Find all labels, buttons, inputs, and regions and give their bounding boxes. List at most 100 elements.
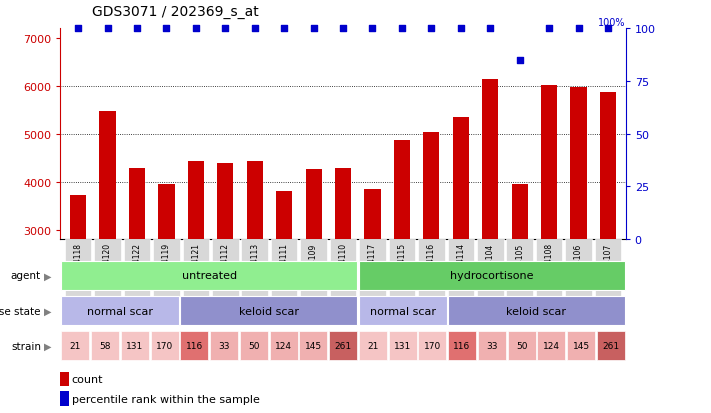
Text: GSM194113: GSM194113	[250, 243, 260, 289]
Point	[485, 26, 496, 32]
Bar	[60, 372, 69, 386]
Bar	[210, 332, 238, 360]
Bar	[180, 297, 358, 325]
Text: GSM194119: GSM194119	[162, 243, 171, 289]
Text: 21: 21	[367, 342, 378, 350]
Point	[602, 26, 614, 32]
Bar	[448, 297, 625, 325]
Bar	[60, 391, 69, 406]
Bar	[477, 240, 503, 304]
Point	[396, 26, 407, 32]
Bar	[359, 240, 386, 304]
Text: 58: 58	[100, 342, 111, 350]
Point	[337, 26, 348, 32]
Bar	[247, 161, 263, 374]
Bar	[61, 332, 90, 360]
Text: 145: 145	[572, 342, 589, 350]
Bar	[153, 240, 180, 304]
Bar	[91, 332, 119, 360]
Bar	[359, 332, 387, 360]
Bar	[567, 332, 595, 360]
Bar	[538, 332, 565, 360]
Text: 131: 131	[126, 342, 144, 350]
Text: GSM194108: GSM194108	[545, 243, 554, 289]
Bar	[188, 162, 204, 374]
Bar	[358, 261, 625, 290]
Text: GSM194105: GSM194105	[515, 243, 524, 289]
Bar	[61, 297, 179, 325]
Text: 50: 50	[515, 342, 528, 350]
Point	[367, 26, 378, 32]
Bar	[299, 332, 327, 360]
Text: 116: 116	[186, 342, 203, 350]
Text: GSM194121: GSM194121	[191, 243, 201, 289]
Text: 145: 145	[305, 342, 322, 350]
Text: GSM194109: GSM194109	[309, 243, 318, 289]
Text: 50: 50	[248, 342, 260, 350]
Bar	[121, 332, 149, 360]
Text: GSM194114: GSM194114	[456, 243, 465, 289]
Bar	[394, 140, 410, 374]
Text: 116: 116	[454, 342, 471, 350]
Point	[308, 26, 319, 32]
Text: 33: 33	[218, 342, 230, 350]
Bar	[306, 169, 321, 374]
Bar	[570, 88, 587, 374]
Text: GDS3071 / 202369_s_at: GDS3071 / 202369_s_at	[92, 5, 260, 19]
Bar	[242, 240, 268, 304]
Bar	[240, 332, 268, 360]
Bar	[129, 168, 145, 374]
Bar	[217, 164, 233, 374]
Bar	[600, 93, 616, 374]
Text: GSM194117: GSM194117	[368, 243, 377, 289]
Bar	[269, 332, 297, 360]
Bar	[124, 240, 150, 304]
Text: GSM194118: GSM194118	[74, 243, 82, 289]
Bar	[453, 118, 469, 374]
Point	[455, 26, 466, 32]
Bar	[181, 332, 208, 360]
Text: ▶: ▶	[44, 341, 52, 351]
Text: GSM194115: GSM194115	[397, 243, 407, 289]
Bar	[448, 332, 476, 360]
Point	[279, 26, 290, 32]
Bar	[536, 240, 562, 304]
Text: normal scar: normal scar	[370, 306, 436, 316]
Text: strain: strain	[11, 341, 41, 351]
Text: 170: 170	[424, 342, 441, 350]
Bar	[95, 240, 121, 304]
Bar	[418, 240, 444, 304]
Bar	[271, 240, 297, 304]
Text: 124: 124	[542, 342, 560, 350]
Text: 261: 261	[602, 342, 619, 350]
Text: 100%: 100%	[598, 18, 626, 28]
Bar	[183, 240, 209, 304]
Bar	[330, 240, 356, 304]
Text: 261: 261	[334, 342, 352, 350]
Point	[426, 26, 437, 32]
Bar	[418, 332, 447, 360]
Text: keloid scar: keloid scar	[506, 306, 567, 316]
Text: normal scar: normal scar	[87, 306, 153, 316]
Text: 21: 21	[70, 342, 81, 350]
Bar	[597, 332, 625, 360]
Bar	[595, 240, 621, 304]
Bar	[300, 240, 327, 304]
Point	[102, 26, 113, 32]
Text: GSM194107: GSM194107	[604, 243, 612, 289]
Text: ▶: ▶	[44, 306, 52, 316]
Text: untreated: untreated	[181, 271, 237, 281]
Text: disease state: disease state	[0, 306, 41, 316]
Text: hydrocortisone: hydrocortisone	[450, 271, 533, 281]
Bar	[61, 261, 358, 290]
Point	[132, 26, 143, 32]
Text: agent: agent	[11, 271, 41, 281]
Text: percentile rank within the sample: percentile rank within the sample	[72, 394, 260, 404]
Text: GSM194106: GSM194106	[574, 243, 583, 289]
Text: GSM194110: GSM194110	[338, 243, 348, 289]
Bar	[508, 332, 535, 360]
Text: 33: 33	[486, 342, 498, 350]
Point	[573, 26, 584, 32]
Bar	[423, 133, 439, 374]
Bar	[541, 86, 557, 374]
